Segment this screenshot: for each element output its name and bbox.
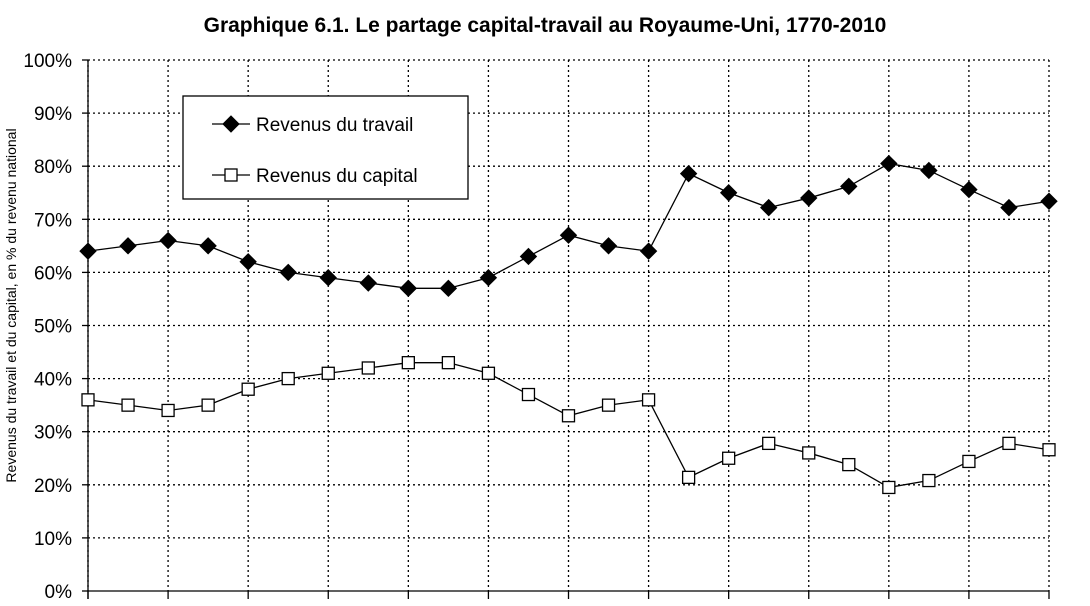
data-point [159,231,177,250]
data-point [439,279,458,298]
data-point [1002,436,1016,451]
legend-label: Revenus du travail [256,115,413,136]
data-point [561,409,576,423]
data-point [760,198,778,217]
data-point [639,242,658,260]
data-point [519,247,538,266]
data-point [842,457,856,472]
data-point [880,154,898,173]
grid [87,59,1050,591]
y-axis-label: Revenus du travail et du capital, en % d… [3,128,19,482]
data-point [1042,443,1056,457]
y-tick-label: 10% [34,529,72,550]
data-point [359,274,377,292]
series-2 [81,356,1056,495]
data-point [521,387,536,402]
data-point [641,393,656,407]
data-point [681,470,696,485]
data-point [1000,198,1018,217]
data-point [361,361,375,375]
data-point [599,237,618,255]
data-point [281,371,295,386]
data-point [241,382,255,396]
data-point [201,398,215,412]
data-point [199,237,217,255]
y-tick-label: 100% [23,51,72,72]
data-point [920,161,938,180]
data-point [1040,192,1058,210]
legend-marker [224,168,238,182]
data-point [481,366,496,380]
data-point [800,189,818,207]
data-point [722,451,736,465]
data-point [319,269,337,287]
chart-title: Graphique 6.1. Le partage capital-travai… [203,14,887,37]
y-tick-label: 40% [34,370,72,391]
y-tick-label: 60% [34,263,72,284]
y-tick-label: 90% [34,104,72,125]
data-point [239,253,257,271]
data-point [121,398,135,412]
data-point [922,473,936,488]
data-point [119,237,137,255]
legend-box [182,95,469,200]
series-group [79,154,1058,495]
y-tick-label: 20% [34,476,72,497]
y-tick-label: 0% [45,582,73,603]
y-tick-label: 50% [34,317,72,338]
data-point [802,446,816,460]
data-point [882,480,896,495]
legend: Revenus du travail Revenus du capital [182,95,469,200]
y-tick-label: 70% [34,210,72,231]
axes [82,59,1050,599]
y-tick-label: 80% [34,157,72,178]
data-point [161,403,175,418]
data-point [479,269,498,287]
series-1 [79,154,1058,298]
data-point [441,356,456,370]
y-tick-labels: 0% 10% 20% 30% 40% 50% 60% 70% 80% 90% 100% [23,51,72,603]
data-point [601,398,616,412]
data-point [321,366,335,380]
data-point [559,226,578,244]
data-point [840,177,858,196]
data-point [279,263,297,282]
data-point [960,180,978,199]
legend-label: Revenus du capital [256,166,418,187]
data-point [679,164,698,183]
data-point [81,393,95,407]
data-point [399,279,418,298]
data-point [762,436,776,451]
data-point [719,184,738,202]
data-point [962,454,976,469]
y-tick-label: 30% [34,423,72,444]
data-point [401,356,415,370]
data-point [79,242,97,260]
legend-marker [222,115,240,133]
